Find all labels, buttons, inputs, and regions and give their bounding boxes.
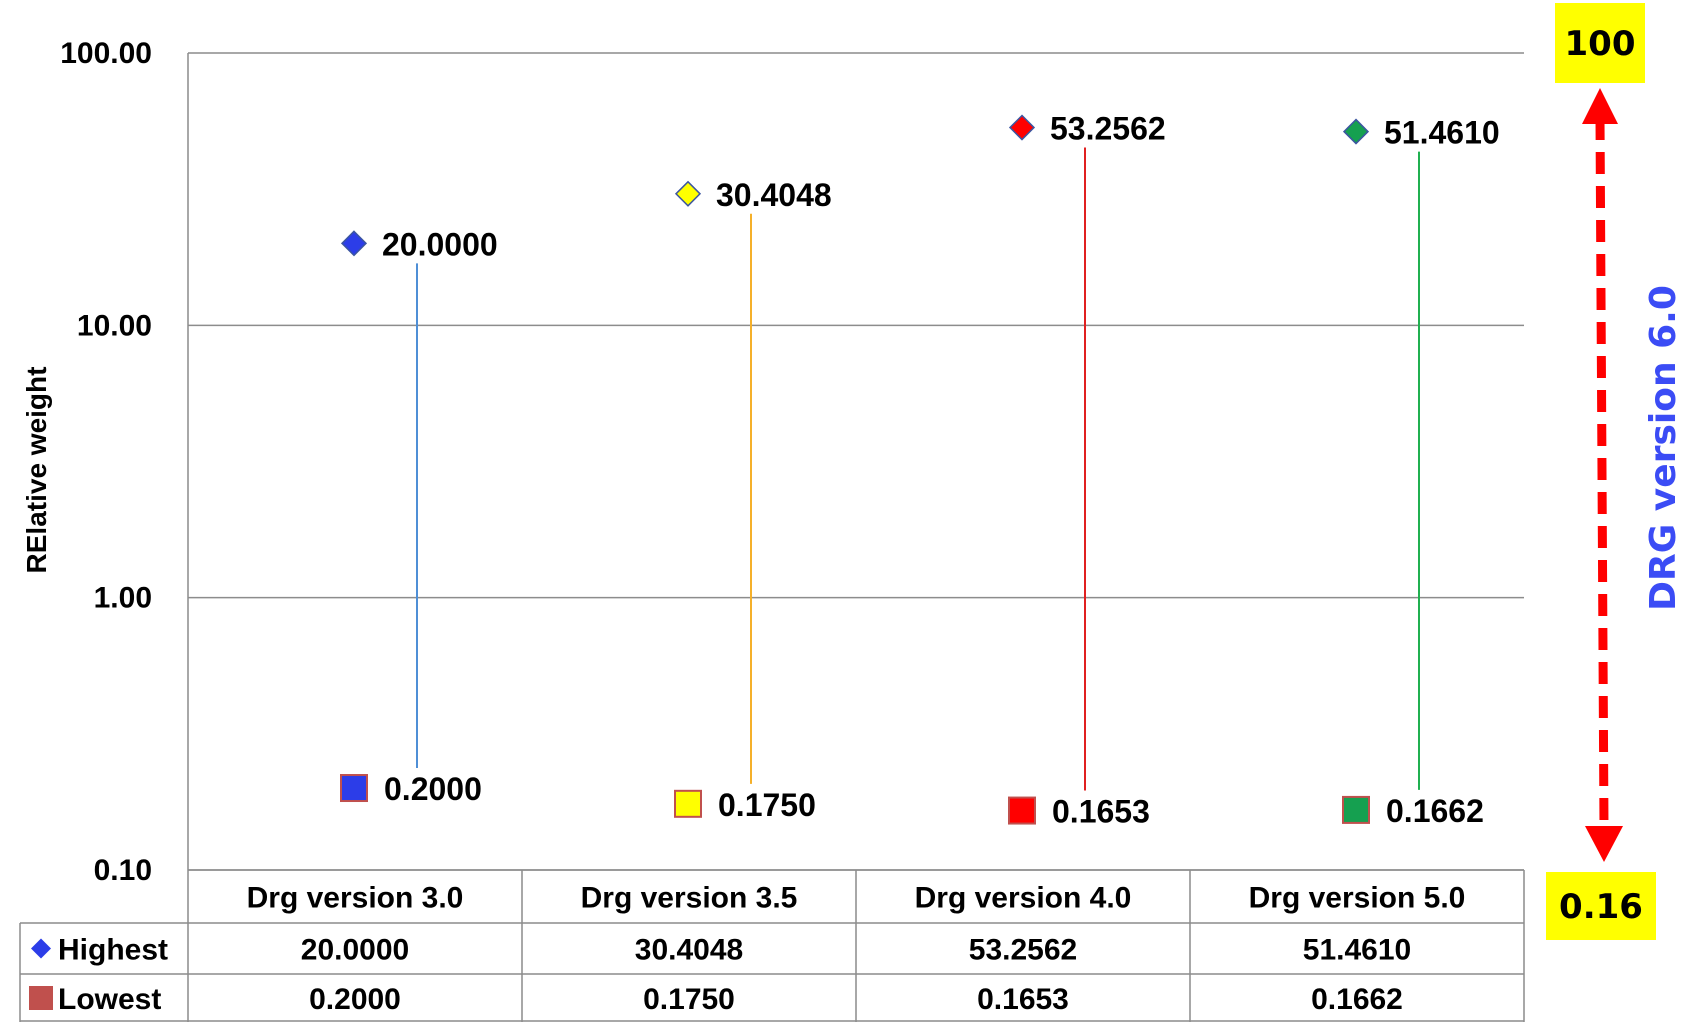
y-tick-label: 0.10 — [94, 854, 152, 887]
lowest-data-label: 0.2000 — [384, 771, 482, 807]
table-cell: 20.0000 — [301, 934, 409, 967]
range-arrow-shaft — [1595, 117, 1609, 829]
lowest-marker — [674, 789, 702, 818]
y-tick-label: 100.00 — [60, 37, 152, 70]
lowest-data-label: 0.1662 — [1386, 793, 1484, 829]
range-stems — [416, 147, 1420, 791]
table-cell: 51.4610 — [1303, 934, 1411, 967]
table-header-cell: Drg version 4.0 — [915, 882, 1132, 915]
table-header-cell: Drg version 3.0 — [247, 882, 464, 915]
highest-marker — [1342, 118, 1370, 145]
bottom-range-label: 0.16 — [1559, 887, 1643, 927]
data-table: Drg version 3.0 20.0000 0.2000 Drg version … — [19, 869, 1525, 1022]
y-tick-label: 1.00 — [94, 582, 152, 615]
bottom-range-box — [1546, 872, 1656, 940]
range-arrow-up-head — [1582, 88, 1618, 124]
table-cell: 0.2000 — [309, 983, 401, 1016]
table-header-cell: Drg version 3.5 — [581, 882, 798, 915]
lowest-data-label: 0.1653 — [1052, 794, 1150, 830]
range-annotation: 100 0.16 DRG version 6.0 — [1546, 3, 1684, 940]
y-tick-label: 10.00 — [77, 309, 152, 342]
legend-lowest-label: Lowest — [58, 983, 161, 1016]
side-version-label: DRG version 6.0 — [1643, 285, 1684, 611]
data-labels: 20.0000 0.2000 30.4048 0.1750 53.2562 0.1653 5… — [382, 111, 1500, 830]
legend-highest-label: Highest — [58, 934, 168, 967]
highest-data-label: 51.4610 — [1384, 115, 1500, 151]
data-markers — [340, 114, 1370, 825]
table-header-cell: Drg version 5.0 — [1249, 882, 1466, 915]
highest-data-label: 30.4048 — [716, 177, 832, 213]
highest-marker — [674, 180, 702, 207]
lowest-marker — [340, 774, 368, 803]
y-axis: RElative weight 100.00 10.00 1.00 0.10 — [21, 37, 152, 887]
legend-lowest-square — [29, 986, 53, 1010]
top-range-label: 100 — [1565, 24, 1636, 64]
gridlines — [187, 52, 1524, 871]
lowest-marker — [1342, 795, 1370, 824]
table-cell: 30.4048 — [635, 934, 743, 967]
table-cell: 0.1750 — [643, 983, 735, 1016]
highest-marker — [340, 230, 368, 257]
top-range-box — [1555, 3, 1645, 83]
highest-data-label: 20.0000 — [382, 226, 498, 262]
table-cell: 0.1653 — [977, 983, 1069, 1016]
y-axis-label: RElative weight — [21, 367, 52, 574]
highest-data-label: 53.2562 — [1050, 111, 1166, 147]
legend-highest-diamond — [31, 938, 51, 959]
table-cell: 53.2562 — [969, 934, 1077, 967]
lowest-data-label: 0.1750 — [718, 787, 816, 823]
range-arrow-down-head — [1585, 826, 1623, 862]
lowest-marker — [1008, 796, 1036, 825]
highest-marker — [1008, 114, 1036, 141]
table-cell: 0.1662 — [1311, 983, 1403, 1016]
